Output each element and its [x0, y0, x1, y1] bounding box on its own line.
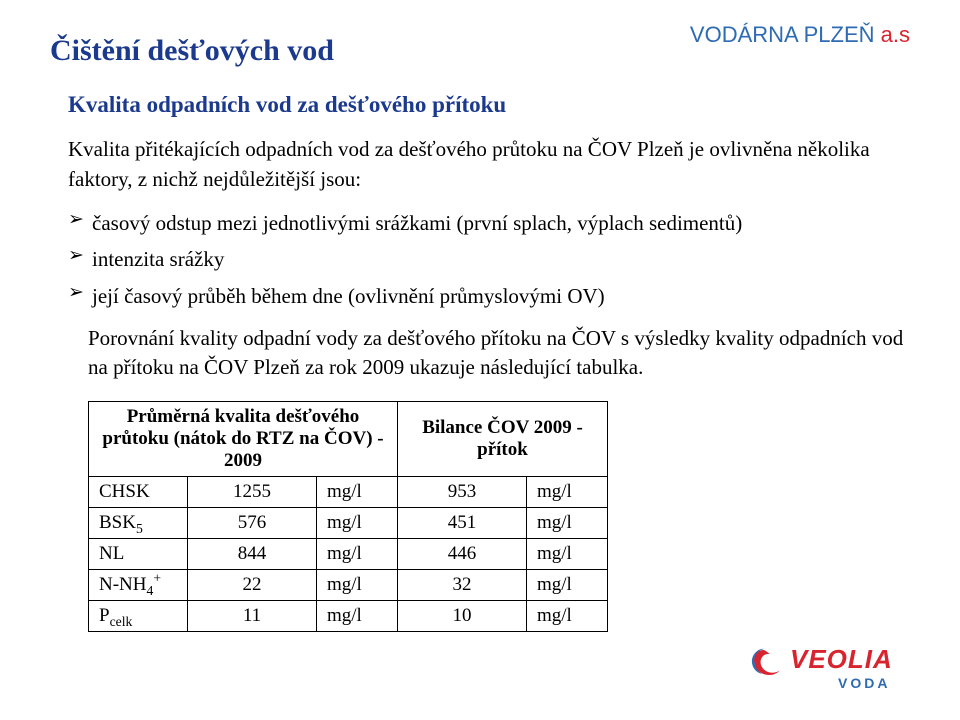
cell-unit-right: mg/l	[527, 569, 608, 600]
cell-value-right: 32	[398, 569, 527, 600]
cell-unit-left: mg/l	[317, 600, 398, 631]
cell-unit-left: mg/l	[317, 507, 398, 538]
cell-unit-right: mg/l	[527, 507, 608, 538]
cell-param: NL	[89, 538, 188, 569]
cell-param: N-NH4+	[89, 569, 188, 600]
cell-value-left: 576	[188, 507, 317, 538]
logo-sub-text: VODA	[838, 675, 890, 691]
bullet-item: ➢ časový odstup mezi jednotlivými srážka…	[68, 209, 910, 237]
cell-value-left: 1255	[188, 476, 317, 507]
cell-value-right: 10	[398, 600, 527, 631]
table-header-row: Průměrná kvalita dešťového průtoku (náto…	[89, 401, 608, 476]
table-description: Porovnání kvality odpadní vody za dešťov…	[88, 324, 910, 383]
table-row: CHSK1255mg/l953mg/l	[89, 476, 608, 507]
cell-value-right: 451	[398, 507, 527, 538]
cell-unit-right: mg/l	[527, 538, 608, 569]
slide: VODÁRNA PLZEŇ a.s Čištění dešťových vod …	[0, 0, 960, 720]
cell-value-right: 953	[398, 476, 527, 507]
cell-unit-right: mg/l	[527, 600, 608, 631]
bullet-text: časový odstup mezi jednotlivými srážkami…	[92, 211, 742, 235]
subtitle: Kvalita odpadních vod za dešťového příto…	[68, 92, 910, 118]
bullet-arrow-icon: ➢	[68, 210, 84, 229]
cell-value-right: 446	[398, 538, 527, 569]
table-row: N-NH4+22mg/l32mg/l	[89, 569, 608, 600]
bullet-item: ➢ její časový průběh během dne (ovlivněn…	[68, 282, 910, 310]
logo-swirl-icon	[752, 649, 780, 675]
table-row: BSK5576mg/l451mg/l	[89, 507, 608, 538]
logo-name-text: VEOLIA	[790, 644, 893, 674]
brand-text: VODÁRNA PLZEŇ a.s	[690, 22, 910, 48]
bullet-text: její časový průběh během dne (ovlivnění …	[92, 284, 605, 308]
table-row: Pcelk11mg/l10mg/l	[89, 600, 608, 631]
bullet-text: intenzita srážky	[92, 247, 224, 271]
bullet-arrow-icon: ➢	[68, 246, 84, 265]
data-table: Průměrná kvalita dešťového průtoku (náto…	[88, 401, 608, 632]
table-header-right: Bilance ČOV 2009 - přítok	[398, 401, 608, 476]
table-row: NL844mg/l446mg/l	[89, 538, 608, 569]
cell-value-left: 22	[188, 569, 317, 600]
cell-unit-left: mg/l	[317, 476, 398, 507]
cell-value-left: 844	[188, 538, 317, 569]
brand-red: a.s	[881, 22, 910, 47]
bullet-item: ➢ intenzita srážky	[68, 245, 910, 273]
cell-value-left: 11	[188, 600, 317, 631]
cell-unit-left: mg/l	[317, 569, 398, 600]
veolia-logo: VEOLIA VODA	[746, 636, 916, 696]
cell-param: Pcelk	[89, 600, 188, 631]
bullet-arrow-icon: ➢	[68, 283, 84, 302]
brand-blue: VODÁRNA PLZEŇ	[690, 22, 881, 47]
cell-param: CHSK	[89, 476, 188, 507]
table-header-left: Průměrná kvalita dešťového průtoku (náto…	[89, 401, 398, 476]
cell-param: BSK5	[89, 507, 188, 538]
bullet-list: ➢ časový odstup mezi jednotlivými srážka…	[68, 209, 910, 310]
cell-unit-left: mg/l	[317, 538, 398, 569]
cell-unit-right: mg/l	[527, 476, 608, 507]
intro-text: Kvalita přitékajících odpadních vod za d…	[68, 134, 910, 195]
